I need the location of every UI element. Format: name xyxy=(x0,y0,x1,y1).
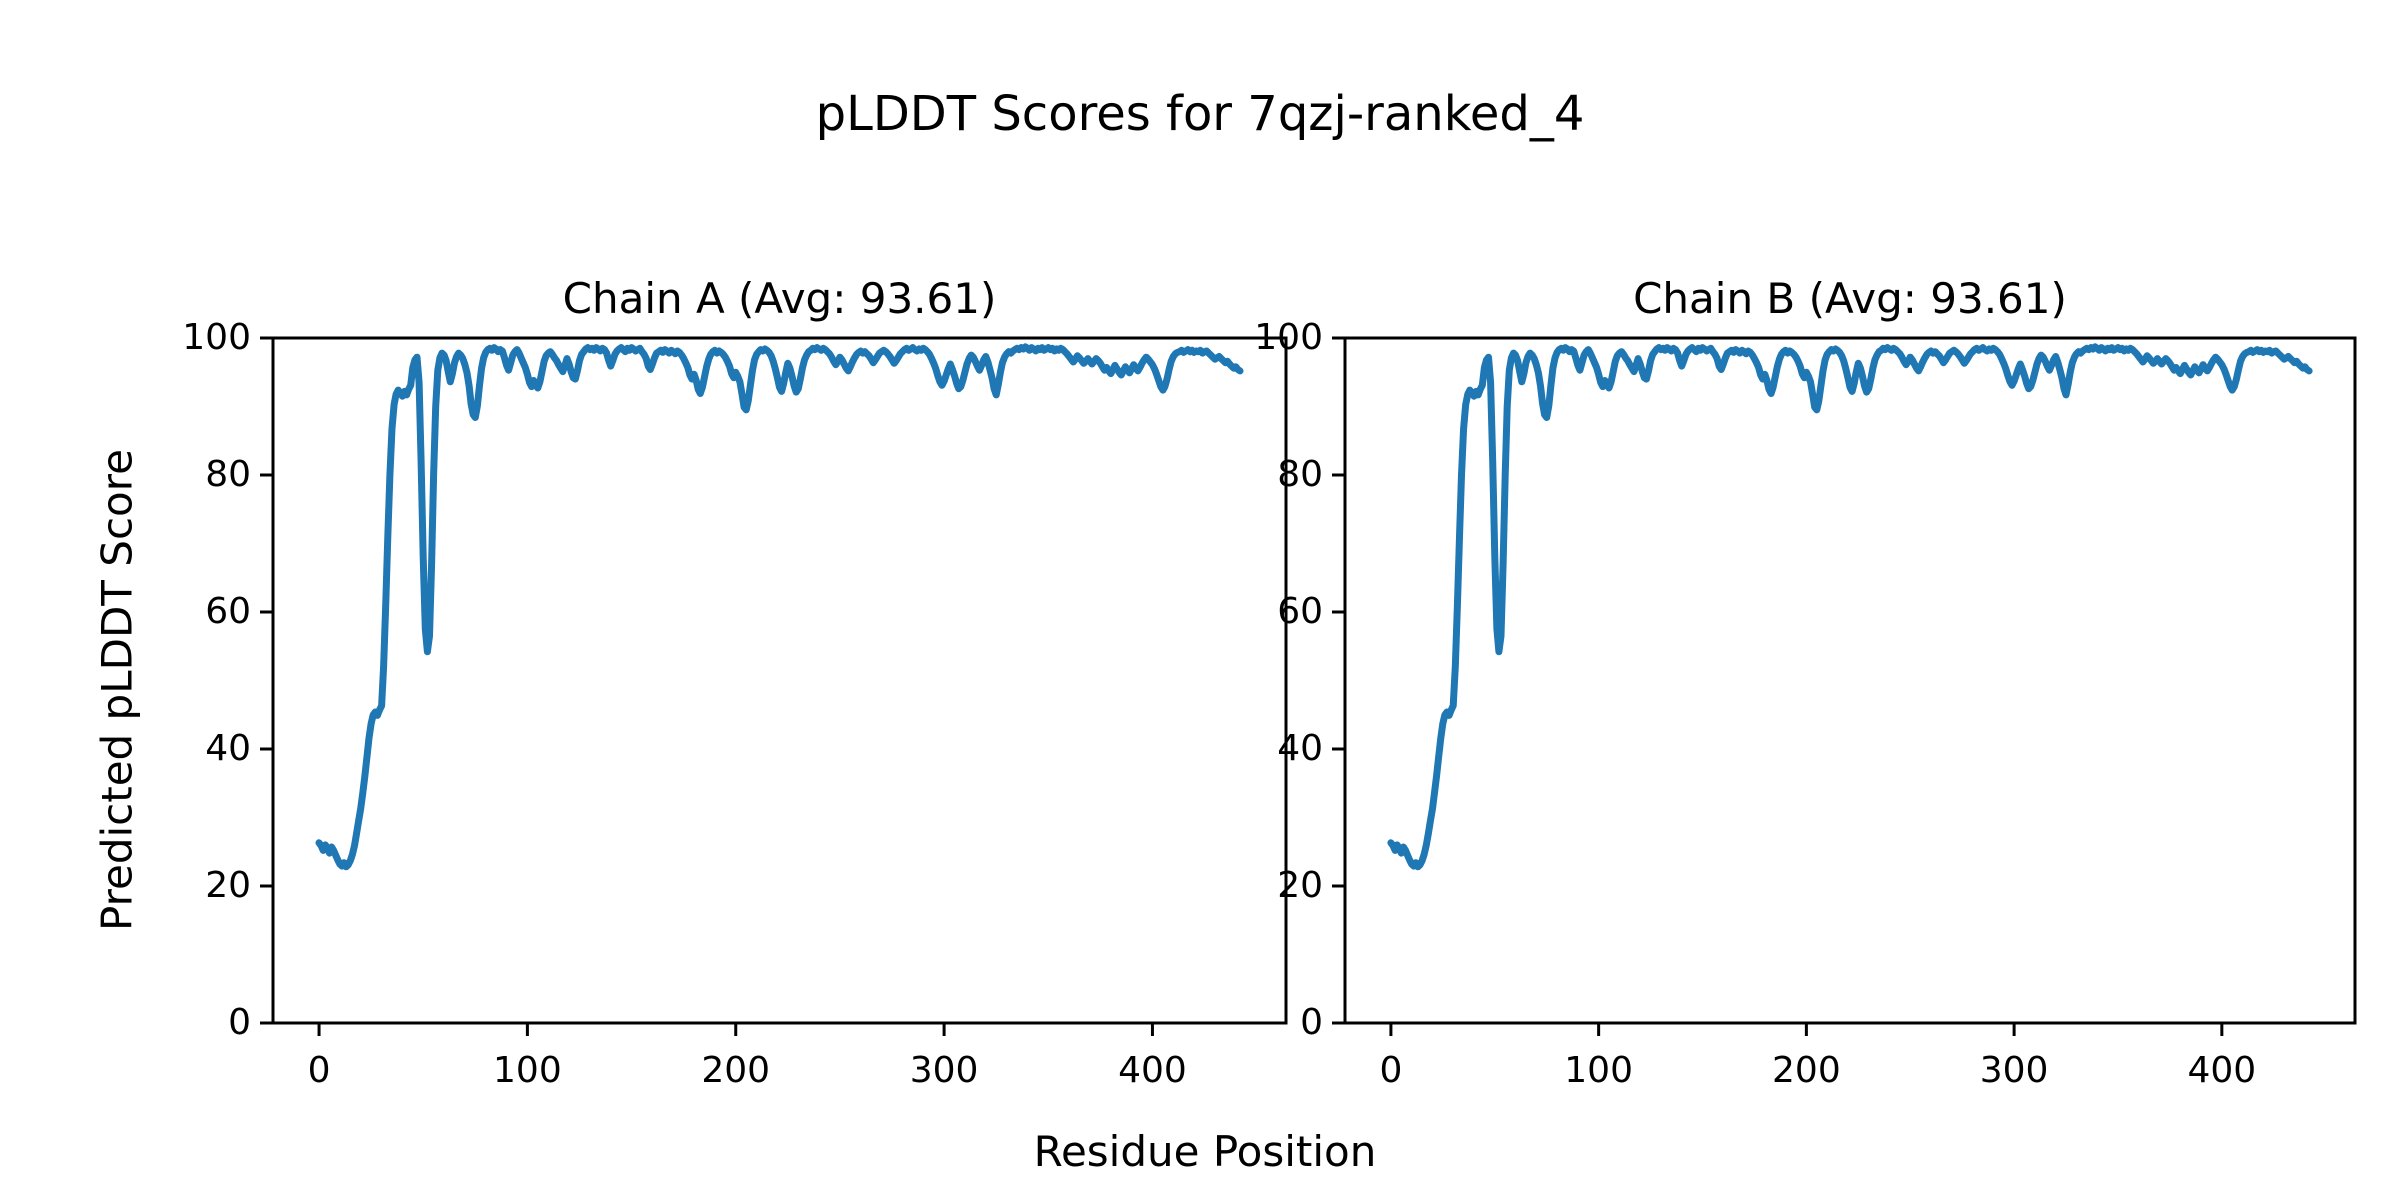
chain-b-line-chart xyxy=(1332,336,2357,1036)
x-tick-label: 100 xyxy=(1564,1050,1633,1091)
x-tick-label: 200 xyxy=(1772,1050,1841,1091)
y-tick-label: 60 xyxy=(1277,591,1323,633)
subplot-chain-b: Chain B (Avg: 93.61) 0 100 200 300 400 0 20 40 6… xyxy=(1254,274,2357,1090)
y-axis-label: Predicted pLDDT Score xyxy=(92,449,142,931)
x-tick-label: 400 xyxy=(1118,1050,1187,1091)
axes-frame xyxy=(1343,336,2357,1025)
x-axis-label: Residue Position xyxy=(1033,1127,1377,1176)
y-tick-label: 20 xyxy=(205,865,251,907)
x-tick-label: 400 xyxy=(2187,1050,2257,1091)
subplot-chain-b-title: Chain B (Avg: 93.61) xyxy=(1633,274,2067,323)
x-tick-label: 100 xyxy=(493,1050,562,1091)
subplot-chain-a: Chain A (Avg: 93.61) 0 100 200 300 400 0 20 40 6… xyxy=(182,274,1288,1090)
y-tick-label: 40 xyxy=(205,728,251,770)
y-tick-label: 60 xyxy=(205,591,251,633)
plddt-line xyxy=(1387,343,2313,871)
y-tick-label: 0 xyxy=(228,1002,251,1044)
y-tick-label: 80 xyxy=(1277,454,1323,496)
chain-a-line-chart xyxy=(260,336,1288,1036)
x-tick-label: 300 xyxy=(909,1050,979,1091)
x-tick-label: 0 xyxy=(307,1050,331,1091)
y-tick-label: 20 xyxy=(1277,865,1323,907)
axes-frame xyxy=(271,336,1288,1025)
x-tick-label: 200 xyxy=(701,1050,771,1091)
y-tick-label: 40 xyxy=(1277,728,1323,770)
y-tick-label: 80 xyxy=(205,454,251,496)
y-tick-label: 100 xyxy=(1254,317,1323,359)
y-tick-label: 100 xyxy=(182,317,251,359)
y-tick-label: 0 xyxy=(1300,1002,1323,1044)
subplot-chain-a-title: Chain A (Avg: 93.61) xyxy=(562,274,997,323)
x-tick-label: 0 xyxy=(1379,1050,1403,1091)
figure-title: pLDDT Scores for 7qzj-ranked_4 xyxy=(815,86,1585,142)
plddt-line xyxy=(315,343,1244,871)
x-tick-label: 300 xyxy=(1979,1050,2049,1091)
